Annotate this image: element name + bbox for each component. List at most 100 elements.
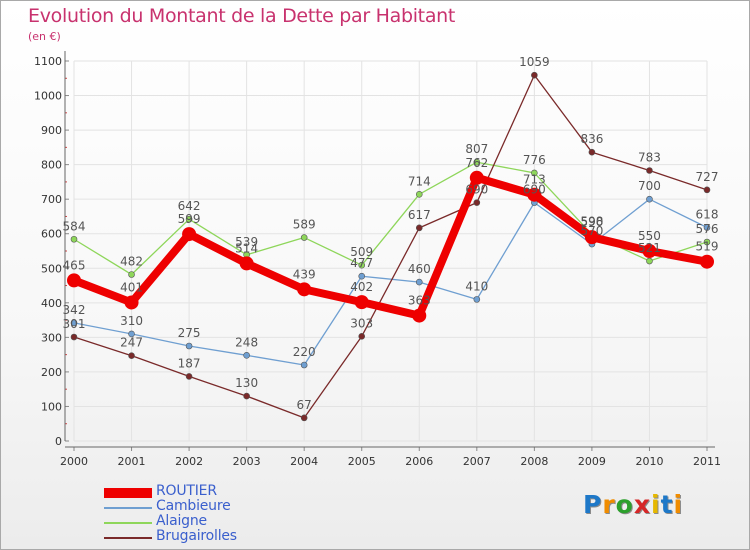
data-label-alaigne: 714 bbox=[408, 174, 431, 188]
x-tick-label: 2000 bbox=[60, 455, 88, 468]
data-label-alaigne: 642 bbox=[178, 199, 201, 213]
x-tick-label: 2004 bbox=[290, 455, 318, 468]
data-point-alaigne bbox=[703, 238, 711, 246]
chart-title: Evolution du Montant de la Dette par Hab… bbox=[28, 5, 456, 27]
data-label-routier: 550 bbox=[638, 229, 661, 243]
data-point-brugairolles bbox=[358, 333, 366, 340]
data-point-routier bbox=[412, 308, 427, 323]
data-label-brugairolles: 247 bbox=[120, 336, 143, 350]
data-label-brugairolles: 67 bbox=[297, 398, 312, 412]
y-tick-label: 700 bbox=[41, 193, 62, 206]
logo-letter: P bbox=[583, 490, 603, 519]
data-label-routier: 519 bbox=[696, 240, 719, 254]
data-point-routier bbox=[642, 244, 657, 258]
data-label-routier: 713 bbox=[523, 173, 546, 187]
chart-legend: ROUTIER Cambieure Alaigne Brugairolles bbox=[104, 483, 324, 545]
data-point-cambieure bbox=[300, 361, 308, 369]
x-tick-label: 2005 bbox=[348, 455, 376, 468]
data-label-cambieure: 342 bbox=[63, 303, 86, 317]
y-tick-label: 900 bbox=[41, 124, 62, 137]
data-point-alaigne bbox=[358, 261, 366, 269]
legend-item-alaigne: Alaigne bbox=[104, 513, 324, 530]
data-label-brugairolles: 690 bbox=[465, 183, 488, 197]
logo-letter: o bbox=[615, 490, 634, 519]
data-label-alaigne: 482 bbox=[120, 254, 143, 268]
data-point-routier bbox=[239, 256, 254, 271]
data-point-routier bbox=[124, 295, 139, 310]
x-tick-label: 2002 bbox=[175, 455, 203, 468]
data-point-brugairolles bbox=[70, 333, 78, 341]
x-tick-label: 2009 bbox=[578, 455, 606, 468]
legend-item-routier: ROUTIER bbox=[104, 483, 324, 500]
data-point-alaigne bbox=[300, 234, 308, 241]
y-tick-label: 400 bbox=[41, 297, 62, 310]
data-label-cambieure: 618 bbox=[696, 208, 719, 222]
data-label-routier: 762 bbox=[465, 156, 488, 170]
data-label-brugairolles: 836 bbox=[580, 132, 603, 146]
data-point-alaigne bbox=[128, 271, 135, 278]
series-line-routier bbox=[70, 173, 711, 320]
data-label-brugairolles: 187 bbox=[178, 356, 201, 370]
legend-swatch bbox=[104, 522, 152, 524]
data-point-routier bbox=[354, 295, 369, 310]
data-label-alaigne: 776 bbox=[523, 153, 546, 167]
data-label-alaigne: 539 bbox=[235, 235, 258, 249]
data-point-brugairolles bbox=[128, 352, 135, 359]
legend-swatch bbox=[104, 488, 152, 498]
y-tick-label: 600 bbox=[41, 228, 62, 241]
data-label-cambieure: 310 bbox=[120, 314, 143, 328]
legend-item-cambieure: Cambieure bbox=[104, 498, 324, 515]
data-label-alaigne: 521 bbox=[638, 241, 661, 255]
data-point-cambieure bbox=[70, 319, 78, 327]
legend-label: Cambieure bbox=[156, 498, 231, 514]
data-label-alaigne: 576 bbox=[696, 222, 719, 236]
logo-letter: i bbox=[651, 490, 661, 519]
legend-label: Brugairolles bbox=[156, 528, 237, 544]
data-point-brugairolles bbox=[588, 148, 596, 156]
data-label-brugairolles: 1059 bbox=[519, 55, 550, 69]
data-point-routier bbox=[527, 187, 542, 202]
data-point-brugairolles bbox=[185, 373, 193, 380]
y-tick-label: 500 bbox=[41, 262, 62, 275]
data-label-routier: 363 bbox=[408, 294, 431, 308]
data-point-alaigne bbox=[646, 257, 653, 265]
data-point-routier bbox=[67, 273, 81, 288]
data-label-cambieure: 700 bbox=[638, 179, 661, 193]
data-point-routier bbox=[182, 227, 197, 242]
data-point-brugairolles bbox=[415, 224, 423, 232]
x-tick-label: 2011 bbox=[693, 455, 721, 468]
logo-letter: x bbox=[633, 490, 651, 519]
legend-label: ROUTIER bbox=[156, 483, 217, 499]
data-point-brugairolles bbox=[473, 199, 481, 206]
data-point-routier bbox=[297, 282, 312, 297]
proxiti-logo: Proxiti bbox=[583, 490, 683, 519]
data-point-alaigne bbox=[185, 215, 193, 223]
chart-unit: (en €) bbox=[28, 30, 61, 43]
data-label-cambieure: 220 bbox=[293, 345, 316, 359]
data-label-alaigne: 598 bbox=[580, 214, 603, 228]
data-point-brugairolles bbox=[243, 392, 250, 400]
data-label-cambieure: 477 bbox=[350, 256, 373, 270]
y-tick-label: 1000 bbox=[34, 90, 62, 103]
data-point-cambieure bbox=[358, 272, 366, 280]
logo-letter: r bbox=[602, 490, 616, 519]
data-point-alaigne bbox=[531, 169, 538, 177]
data-point-brugairolles bbox=[646, 167, 653, 174]
data-label-brugairolles: 303 bbox=[350, 316, 373, 330]
data-label-routier: 465 bbox=[63, 258, 86, 272]
x-tick-label: 2008 bbox=[520, 455, 548, 468]
data-label-alaigne: 584 bbox=[63, 219, 86, 233]
logo-letter: i bbox=[673, 490, 684, 519]
data-label-alaigne: 509 bbox=[350, 245, 373, 259]
data-label-cambieure: 275 bbox=[178, 326, 201, 340]
data-label-routier: 514 bbox=[235, 241, 258, 255]
data-label-cambieure: 690 bbox=[523, 183, 546, 197]
legend-swatch bbox=[104, 507, 152, 509]
data-point-cambieure bbox=[185, 342, 193, 350]
data-label-routier: 401 bbox=[120, 280, 143, 294]
data-label-brugairolles: 130 bbox=[235, 376, 258, 390]
data-point-routier bbox=[700, 254, 714, 269]
data-label-cambieure: 410 bbox=[465, 279, 488, 293]
data-point-routier bbox=[469, 170, 484, 185]
